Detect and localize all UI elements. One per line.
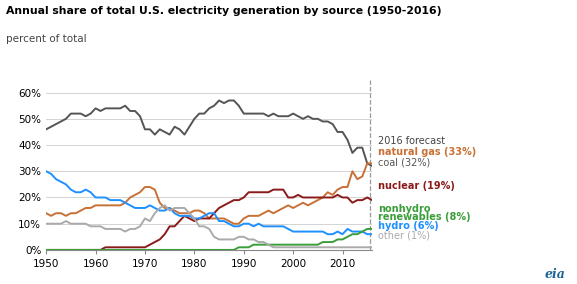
Text: coal (32%): coal (32%): [378, 157, 430, 167]
Text: other (1%): other (1%): [378, 231, 430, 241]
Text: eia: eia: [545, 268, 565, 281]
Text: natural gas (33%): natural gas (33%): [378, 147, 476, 156]
Text: renewables (8%): renewables (8%): [378, 212, 471, 222]
Text: hydro (6%): hydro (6%): [378, 221, 439, 231]
Text: Annual share of total U.S. electricity generation by source (1950-2016): Annual share of total U.S. electricity g…: [6, 6, 441, 16]
Text: nonhydro: nonhydro: [378, 204, 430, 214]
Text: percent of total: percent of total: [6, 34, 87, 44]
Text: 2016 forecast: 2016 forecast: [378, 136, 445, 146]
Text: nuclear (19%): nuclear (19%): [378, 181, 455, 191]
